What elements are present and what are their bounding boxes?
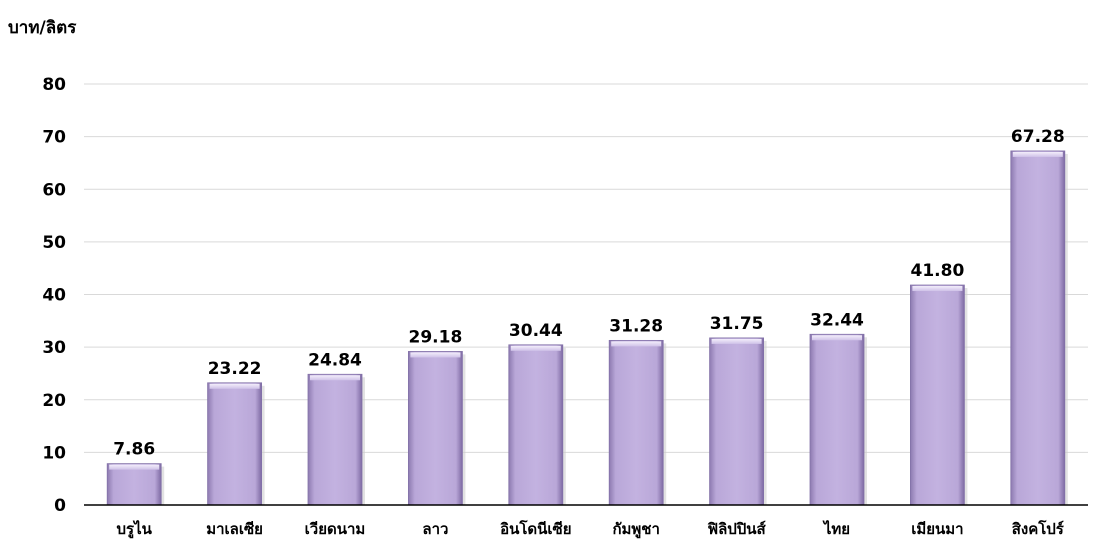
bar [910,284,968,506]
bar [809,333,867,506]
y-tick-label: 10 [42,443,66,463]
x-tick-label: อินโดนีเซีย [500,519,571,538]
value-label: 67.28 [1011,127,1065,147]
y-tick-label: 40 [42,286,66,306]
bar [508,344,566,506]
value-label: 41.80 [911,261,965,281]
x-tick-labels: บรูไน มาเลเซีย เวียดนาม ลาว อินโดนีเซีย กัมพู… [117,519,1065,539]
y-tick-label: 80 [42,75,66,95]
y-tick-label: 30 [42,338,66,358]
y-axis-label: บาท/ลิตร [8,18,77,38]
value-label: 24.84 [308,350,362,370]
value-label: 23.22 [208,359,262,379]
bar [1010,150,1068,506]
x-tick-label: เวียดนาม [305,520,366,538]
x-tick-label: มาเลเซีย [206,520,263,538]
bar [608,339,667,506]
value-label: 31.28 [609,316,663,336]
x-tick-label: ลาว [422,520,448,538]
value-label: 29.18 [409,327,463,347]
x-tick-label: บรูไน [117,519,153,539]
y-tick-label: 0 [54,496,66,516]
y-tick-label: 70 [42,128,66,148]
x-tick-label: ไทย [822,519,850,538]
bar [307,373,365,506]
value-label: 32.44 [810,310,864,330]
bar [207,382,265,506]
value-labels: 7.86 23.22 24.84 29.18 30.44 31.28 31.75 32.44 4… [113,127,1064,460]
x-tick-label: กัมพูชา [612,520,659,539]
value-label: 31.75 [710,314,764,334]
x-tick-label: ฟิลิปปินส์ [707,520,766,538]
x-tick-label: สิงคโปร์ [1012,519,1065,538]
value-label: 7.86 [113,440,155,460]
y-tick-label: 60 [42,180,66,200]
y-tick-label: 20 [42,391,66,411]
bars [106,150,1068,506]
value-label: 30.44 [509,321,563,341]
y-tick-label: 50 [42,233,66,253]
x-tick-label: เมียนมา [911,520,963,538]
bar [106,463,165,506]
bar [709,337,767,506]
y-tick-labels: 0 10 20 30 40 50 60 70 80 [42,75,66,516]
bar [407,351,466,506]
